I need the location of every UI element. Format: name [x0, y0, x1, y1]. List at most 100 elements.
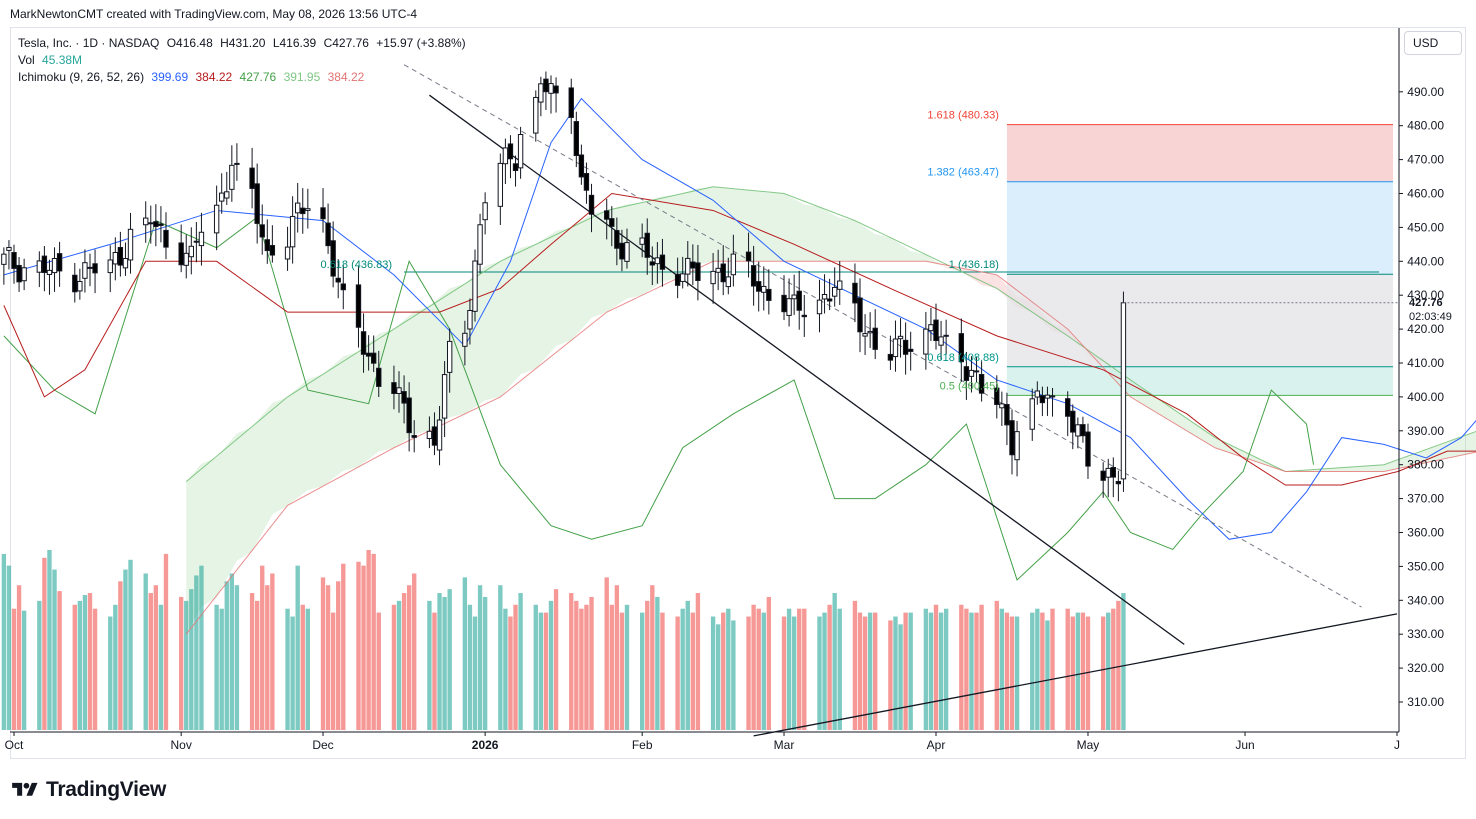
candle-body [224, 191, 230, 199]
cloud-segment [981, 273, 997, 289]
currency-button[interactable]: USD [1404, 31, 1462, 55]
cloud-segment [662, 194, 678, 282]
candle-body [360, 331, 367, 355]
cloud-segment [1214, 437, 1223, 451]
cloud-segment [946, 266, 962, 272]
candle-body [300, 207, 306, 215]
cloud-segment [581, 217, 587, 330]
fib-level-label: 1.618 (480.33) [927, 110, 999, 122]
cloud-segment [1151, 394, 1159, 414]
candle-body [1, 253, 7, 265]
volume-bar [538, 612, 544, 730]
candle-body [330, 240, 336, 277]
volume-bar [412, 573, 417, 730]
volume-bar [822, 612, 827, 730]
cloud-segment [895, 240, 901, 262]
volume-bar [553, 589, 559, 730]
volume-bar [361, 565, 366, 730]
cloud-segment [399, 320, 405, 445]
candle-body [1110, 466, 1116, 478]
candle-body [446, 340, 453, 373]
volume-bar [1075, 612, 1081, 730]
candle-body [578, 154, 585, 178]
cloud-segment [723, 188, 729, 262]
candle-body [436, 419, 443, 451]
volume-bar [260, 565, 265, 730]
candle-body [254, 183, 260, 224]
cloud-segment [1348, 466, 1356, 472]
volume-bar [427, 600, 432, 730]
candle-body [325, 222, 331, 247]
volume-bar [685, 600, 690, 730]
legend-ichimoku-label: Ichimoku (9, 26, 52, 26) [18, 70, 145, 84]
volume-bar [726, 608, 731, 730]
cloud-segment [368, 338, 374, 460]
candle-body [259, 224, 265, 238]
candle-body [376, 367, 382, 387]
candle-body [1080, 424, 1086, 437]
volume-bar [254, 600, 260, 730]
fib-zone [1006, 124, 1393, 182]
candle-body [517, 134, 524, 169]
cloud-segment [1334, 467, 1342, 472]
volume-bar [938, 612, 944, 730]
candle-body [928, 324, 934, 332]
time-tick-label: J [1394, 738, 1400, 752]
volume-bar [888, 620, 893, 730]
volume-bar [974, 612, 979, 730]
cloud-segment [216, 451, 222, 598]
price-tick-label: 450.00 [1407, 220, 1444, 234]
candle-body [781, 294, 787, 313]
cloud-segment [1461, 434, 1469, 456]
cloud-segment [586, 213, 592, 324]
candle-body [183, 252, 189, 266]
volume-bars [1, 550, 1126, 730]
candle-body [654, 257, 661, 265]
volume-bar [1045, 620, 1050, 730]
volume-bar [1100, 616, 1106, 730]
cloud-segment [900, 244, 906, 262]
candle-body [193, 240, 200, 243]
candle-body [583, 173, 590, 191]
legend-close: C427.76 [323, 36, 369, 50]
volume-bar [87, 593, 93, 730]
volume-bar [639, 612, 645, 730]
cloud-segment [201, 457, 217, 607]
cloud-segment [1454, 436, 1462, 457]
fib-zone [1006, 366, 1393, 396]
cloud-segment [870, 230, 876, 262]
cloud-segment [763, 192, 769, 262]
candle-body [730, 253, 737, 276]
volume-bar [518, 593, 523, 730]
candle-body [624, 242, 630, 262]
candle-body [21, 267, 27, 282]
fibonacci-labels: 1.618 (480.33) 1.382 (463.47) 1 (436.18) 0.… [321, 110, 999, 393]
volume-bar [336, 581, 341, 730]
candle-body [122, 258, 129, 269]
candle-body [234, 162, 240, 165]
cloud-segment [333, 360, 339, 479]
volume-bar [265, 585, 270, 730]
cloud-segment [272, 396, 288, 515]
candle-body [968, 369, 975, 377]
candle-body [163, 229, 169, 248]
volume-bar [959, 604, 964, 730]
candle-body [198, 231, 205, 247]
candle-body [411, 435, 417, 438]
candle-body [533, 96, 539, 134]
candle-body [477, 224, 483, 265]
cloud-segment [768, 192, 785, 262]
cloud-segment [941, 264, 947, 269]
volume-bar [873, 612, 878, 730]
candle-body [229, 164, 235, 190]
candle-body [973, 370, 980, 373]
volume-bar [295, 565, 300, 730]
cloud-segment [1391, 459, 1399, 470]
candle-body [639, 237, 645, 245]
cloud-segment [1236, 447, 1244, 458]
time-tick-label: Jun [1235, 738, 1254, 752]
candle-body [355, 284, 362, 328]
footer-logo[interactable]: TradingView [10, 776, 166, 804]
candle-body [82, 262, 88, 279]
